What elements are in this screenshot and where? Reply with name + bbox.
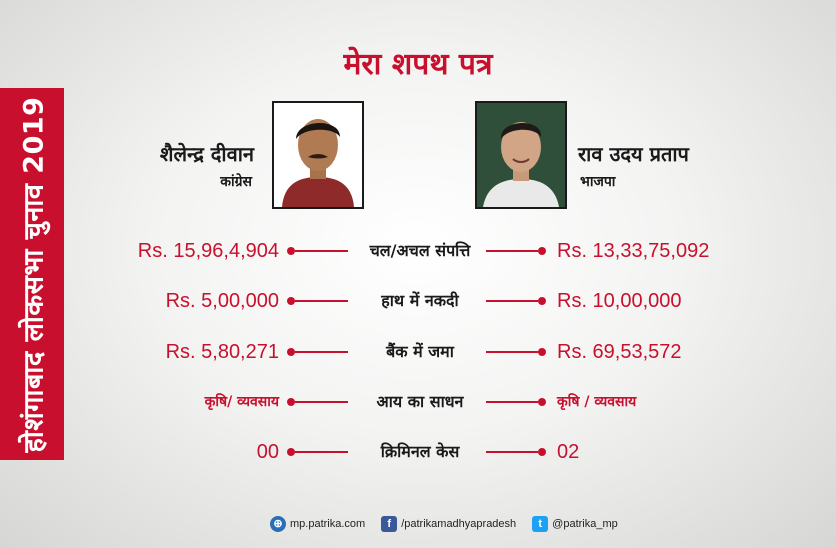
facebook-icon: f	[381, 516, 398, 532]
connector-line	[295, 250, 348, 252]
connector-line	[486, 351, 538, 353]
left-candidate-name: शैलेन्द्र दीवान	[159, 142, 254, 166]
left-value: Rs. 5,00,000	[165, 290, 279, 312]
connector-line	[295, 401, 348, 403]
bullet-dot	[538, 348, 546, 356]
connector-line	[486, 401, 538, 403]
bullet-dot	[287, 448, 295, 456]
bullet-dot	[538, 398, 546, 406]
row-assets: Rs. 15,96,4,904 चल/अचल संपत्ति Rs. 13,33…	[0, 236, 836, 266]
right-candidate-photo	[475, 101, 567, 209]
twitter-link[interactable]: @patrika_mp	[552, 518, 618, 530]
facebook-link[interactable]: /patrikamadhyapradesh	[401, 518, 517, 530]
connector-line	[295, 351, 348, 353]
bullet-dot	[287, 297, 295, 305]
left-value: कृषि/ व्यवसाय	[204, 394, 279, 410]
bullet-dot	[287, 398, 295, 406]
row-cash: Rs. 5,00,000 हाथ में नकदी Rs. 10,00,000	[0, 286, 836, 316]
left-value: Rs. 15,96,4,904	[137, 240, 279, 262]
connector-line	[295, 451, 348, 453]
row-label: हाथ में नकदी	[381, 291, 459, 310]
right-value: कृषि / व्यवसाय	[557, 394, 637, 410]
connector-line	[486, 451, 538, 453]
footer-social: ⊕ mp.patrika.com f /patrikamadhyapradesh…	[270, 514, 618, 534]
left-value: 00	[256, 441, 279, 463]
bullet-dot	[287, 247, 295, 255]
globe-icon: ⊕	[270, 516, 286, 532]
row-label: क्रिमिनल केस	[380, 442, 460, 461]
bullet-dot	[538, 247, 546, 255]
connector-line	[295, 300, 348, 302]
row-bank-deposit: Rs. 5,80,271 बैंक में जमा Rs. 69,53,572	[0, 337, 836, 367]
left-candidate-photo	[272, 101, 364, 209]
left-candidate-party: कांग्रेस	[220, 174, 252, 190]
row-income-source: कृषि/ व्यवसाय आय का साधन कृषि / व्यवसाय	[0, 387, 836, 417]
website-link[interactable]: mp.patrika.com	[290, 518, 366, 530]
right-candidate-party: भाजपा	[580, 174, 616, 190]
twitter-icon: t	[532, 516, 549, 532]
connector-line	[486, 250, 538, 252]
right-value: Rs. 13,33,75,092	[557, 240, 710, 262]
row-label: बैंक में जमा	[386, 342, 454, 361]
page-title: मेरा शपथ पत्र	[343, 47, 493, 82]
right-value: 02	[557, 441, 580, 463]
right-value: Rs. 69,53,572	[557, 341, 682, 363]
row-criminal-cases: 00 क्रिमिनल केस 02	[0, 437, 836, 467]
bullet-dot	[287, 348, 295, 356]
row-label: आय का साधन	[376, 392, 464, 411]
connector-line	[486, 300, 538, 302]
bullet-dot	[538, 448, 546, 456]
row-label: चल/अचल संपत्ति	[369, 241, 471, 260]
bullet-dot	[538, 297, 546, 305]
right-value: Rs. 10,00,000	[557, 290, 682, 312]
side-banner: होशंगाबाद लोकसभा चुनाव 2019	[0, 88, 64, 460]
right-candidate-name: राव उदय प्रताप	[578, 142, 689, 166]
left-value: Rs. 5,80,271	[165, 341, 279, 363]
